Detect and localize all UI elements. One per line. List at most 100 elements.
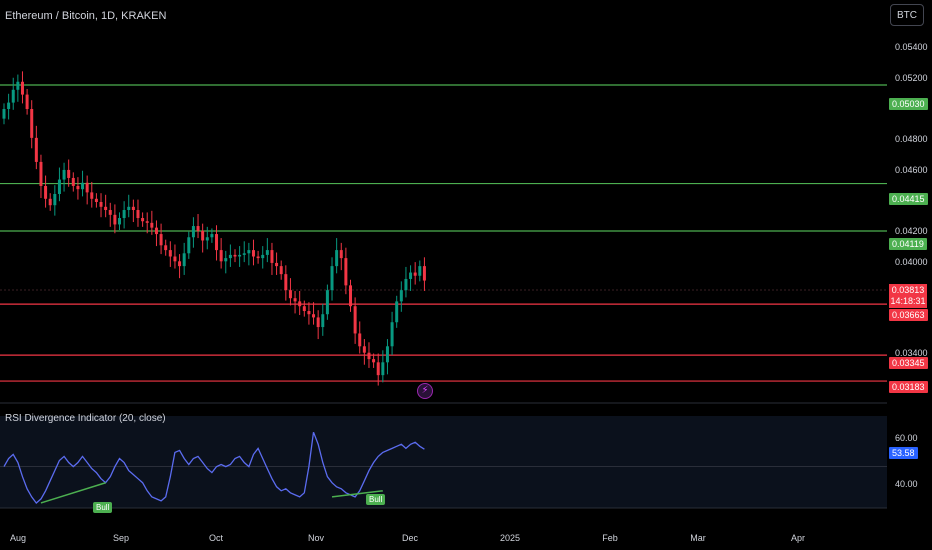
candle-body <box>168 250 172 257</box>
candle-body <box>196 226 200 231</box>
current-price-badge: 0.03813 14:18:31 <box>889 284 927 308</box>
candle-body <box>53 193 57 206</box>
candle-body <box>205 237 209 241</box>
candle-body <box>228 254 232 259</box>
candle-body <box>34 137 38 162</box>
candle-body <box>247 250 251 254</box>
time-label: Oct <box>208 533 224 543</box>
price-tick: 0.03400 <box>895 348 928 358</box>
candle-body <box>25 94 29 110</box>
lightning-icon[interactable]: ⚡ <box>417 383 433 399</box>
candle-body <box>191 226 195 238</box>
candle-body <box>251 250 255 257</box>
countdown-label: 14:18:31 <box>890 296 926 306</box>
rsi-panel-bg <box>0 416 887 508</box>
current-price-label: 0.03813 <box>891 285 925 295</box>
candle-body <box>418 266 422 276</box>
candle-body <box>122 210 126 219</box>
candle-body <box>288 290 292 299</box>
divergence-line <box>40 482 106 504</box>
divergence-line <box>331 490 383 498</box>
candle-body <box>20 81 24 95</box>
candle-body <box>312 314 316 318</box>
candle-body <box>219 250 223 262</box>
bull-signal-label: Bull <box>93 502 113 513</box>
rsi-tick: 60.00 <box>895 433 918 443</box>
candle-body <box>284 274 288 291</box>
candle-body <box>422 266 426 281</box>
candle-body <box>265 250 269 255</box>
price-tick: 0.05400 <box>895 42 928 52</box>
candle-body <box>293 298 297 302</box>
candle-body <box>81 182 85 190</box>
candle-body <box>2 109 6 119</box>
candle-body <box>413 272 417 276</box>
price-tick: 0.04800 <box>895 134 928 144</box>
level-label: 0.03663 <box>889 309 928 321</box>
candle-body <box>344 258 348 286</box>
rsi-tick: 40.00 <box>895 479 918 489</box>
candle-body <box>233 254 237 257</box>
candle-body <box>67 169 71 178</box>
candle-body <box>145 221 149 223</box>
candle-body <box>321 314 325 328</box>
rsi-current-label: 53.58 <box>889 447 918 459</box>
candle-body <box>150 222 154 228</box>
candle-body <box>316 317 320 328</box>
price-tick: 0.04000 <box>895 257 928 267</box>
candle-body <box>372 359 376 363</box>
level-label: 0.05030 <box>889 98 928 110</box>
candle-body <box>44 185 48 199</box>
currency-button[interactable]: BTC <box>890 4 924 26</box>
candle-body <box>224 258 228 262</box>
candle-body <box>302 306 306 312</box>
candle-body <box>187 237 191 254</box>
candle-body <box>173 256 177 262</box>
candle-body <box>99 202 103 207</box>
candle-body <box>182 253 186 267</box>
candle-body <box>362 346 366 353</box>
candle-body <box>76 185 80 190</box>
candle-body <box>404 278 408 291</box>
candle-body <box>353 306 357 334</box>
candle-body <box>104 206 108 211</box>
candle-body <box>127 206 131 211</box>
candle-body <box>358 333 362 347</box>
candle-body <box>242 253 246 255</box>
candle-body <box>261 254 265 259</box>
bull-signal-label: Bull <box>366 494 386 505</box>
candle-body <box>399 290 403 302</box>
candle-body <box>215 234 219 251</box>
time-label: Mar <box>690 533 706 543</box>
candle-body <box>85 182 89 193</box>
candle-body <box>136 210 140 219</box>
candle-body <box>71 177 75 186</box>
candle-body <box>298 301 302 307</box>
candle-body <box>270 250 274 263</box>
candle-body <box>381 362 385 376</box>
time-label: Nov <box>307 533 325 543</box>
candle-body <box>409 272 413 279</box>
candle-body <box>30 109 34 138</box>
candle-body <box>376 362 380 376</box>
price-tick: 0.05200 <box>895 73 928 83</box>
candle-body <box>164 245 168 251</box>
candle-body <box>57 179 61 194</box>
rsi-title: RSI Divergence Indicator (20, close) <box>5 413 166 424</box>
candle-body <box>94 198 98 202</box>
candle-body <box>178 261 182 267</box>
candle-body <box>131 206 135 211</box>
candle-body <box>238 254 242 257</box>
rsi-line <box>3 431 425 504</box>
level-label: 0.04415 <box>889 193 928 205</box>
candle-body <box>256 256 260 259</box>
price-tick: 0.04600 <box>895 165 928 175</box>
candle-body <box>339 250 343 259</box>
candle-body <box>335 250 339 267</box>
time-label: 2025 <box>499 533 521 543</box>
candle-body <box>90 192 94 199</box>
candle-body <box>39 161 43 186</box>
candle-body <box>330 266 334 291</box>
candle-body <box>279 266 283 275</box>
